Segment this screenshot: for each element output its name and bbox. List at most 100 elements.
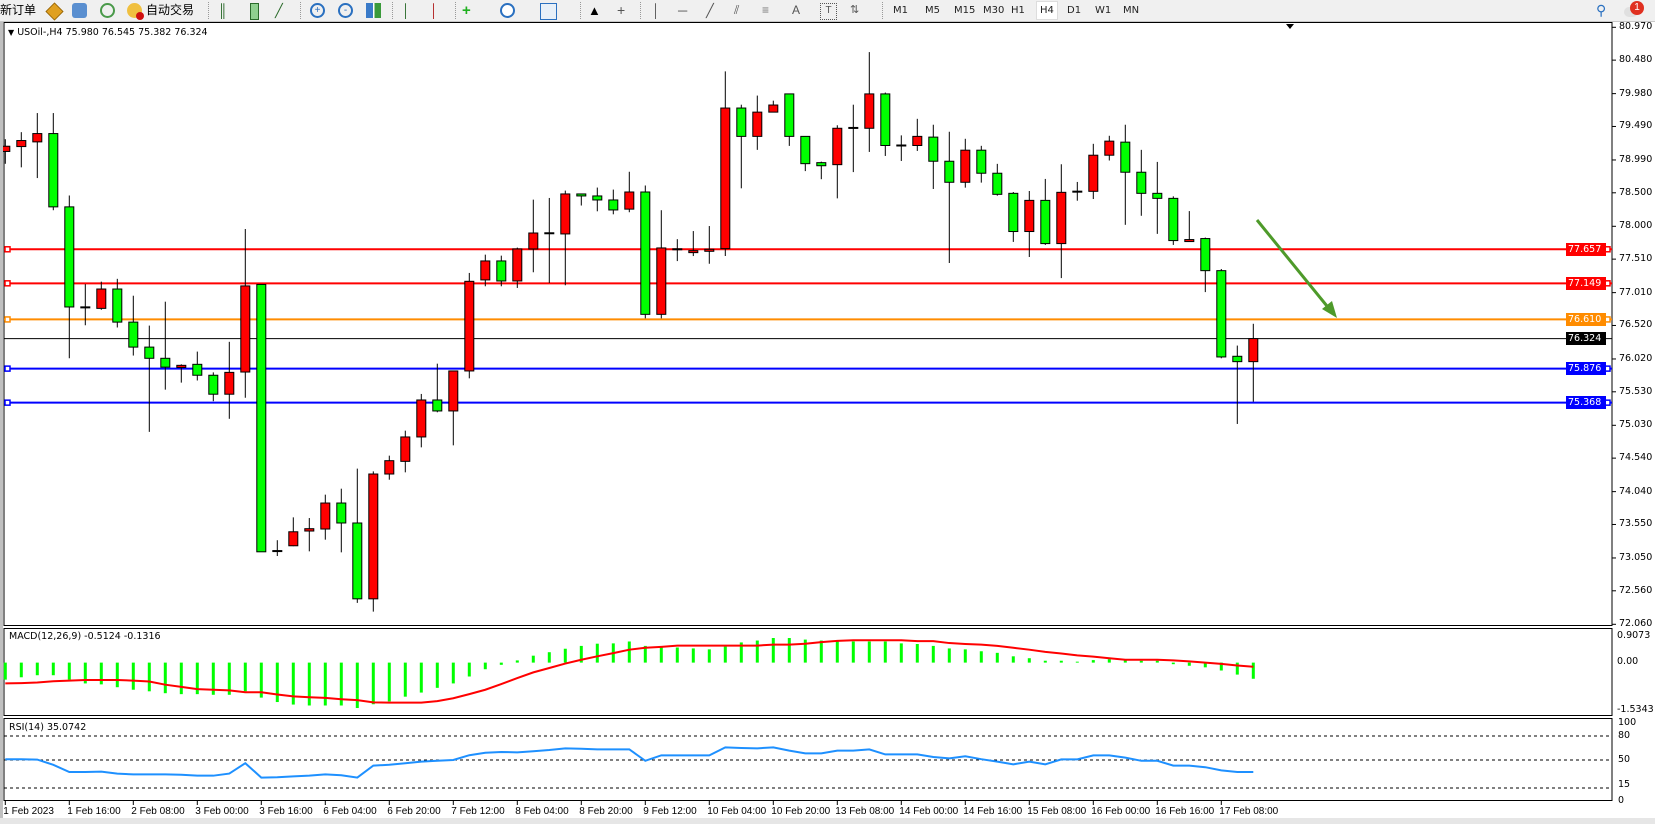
chart-shift-icon[interactable]: │	[430, 3, 439, 18]
auto-scroll-icon[interactable]: │	[402, 3, 411, 18]
candle-bearish	[640, 191, 651, 315]
toolbar: 新订单 自动交易 ║ ╱ + - │ │ + ▲ + │ ─ ╱ ⫽ ≡ A T…	[0, 0, 1655, 22]
candle-bullish	[240, 285, 251, 373]
text-label-icon[interactable]: T	[820, 3, 837, 20]
timeframe-m15[interactable]: M15	[954, 5, 976, 16]
text-tool-icon[interactable]: A	[792, 3, 801, 17]
candle-bearish	[1216, 270, 1227, 358]
time-axis-label: 3 Feb 00:00	[195, 806, 249, 817]
macd-label: MACD(12,26,9) -0.5124 -0.1316	[9, 631, 161, 642]
data-window-icon[interactable]	[72, 3, 87, 18]
candle-bullish	[912, 135, 923, 146]
price-axis-label: 80.970	[1619, 21, 1653, 33]
price-level-tag[interactable]: 76.324	[1566, 332, 1606, 346]
vertical-line-icon[interactable]: │	[652, 3, 661, 18]
equidistant-channel-icon[interactable]: ⫽	[734, 3, 740, 17]
trend-arrow-line	[1255, 219, 1333, 312]
symbol-info: ▼ USOil-,H4 75.980 76.545 75.382 76.324	[8, 27, 208, 38]
candle-bullish	[864, 93, 875, 129]
candle-bullish	[560, 193, 571, 235]
timeframe-h4[interactable]: H4	[1036, 1, 1058, 20]
price-level-tag[interactable]: 75.368	[1566, 396, 1606, 410]
timeframe-d1[interactable]: D1	[1067, 5, 1082, 16]
crosshair-icon[interactable]: +	[617, 2, 626, 18]
candle-bearish	[112, 288, 123, 323]
chart-menu-icon[interactable]: ▼	[8, 28, 15, 37]
price-level-tag[interactable]: 76.610	[1566, 312, 1606, 326]
price-level-tag[interactable]: 77.149	[1566, 276, 1606, 290]
candle-bearish	[64, 206, 75, 308]
candle-bearish	[352, 522, 363, 600]
navigator-icon[interactable]	[100, 3, 115, 18]
candle-bearish	[128, 321, 139, 348]
messages-icon[interactable]: 1	[1624, 1, 1644, 18]
candle-bullish	[688, 250, 699, 254]
timeframe-h1[interactable]: H1	[1011, 5, 1025, 16]
auto-trading-button[interactable]: 自动交易	[146, 3, 195, 17]
search-icon[interactable]: ⚲	[1596, 2, 1607, 18]
new-order-button[interactable]: 新订单	[0, 3, 37, 17]
trendline-icon[interactable]: ╱	[706, 3, 714, 18]
rsi-axis-label: 0	[1618, 795, 1625, 806]
periods-clock-icon[interactable]	[500, 3, 515, 18]
candle-bullish	[1056, 191, 1067, 245]
candle-bearish	[208, 374, 219, 395]
market-watch-icon[interactable]	[45, 2, 64, 21]
candle-bullish	[624, 191, 635, 210]
price-axis-label: 77.510	[1619, 253, 1653, 265]
price-axis-label: 73.050	[1619, 551, 1653, 563]
timeframe-mn[interactable]: MN	[1123, 5, 1140, 16]
level-handle-left	[4, 316, 11, 323]
arrows-icon[interactable]: ⇅	[850, 4, 860, 16]
candle-bullish	[288, 531, 299, 547]
candle-bullish	[832, 127, 843, 166]
window-edge	[0, 22, 3, 818]
zoom-out-icon[interactable]: -	[338, 3, 353, 18]
level-handle-left	[4, 280, 11, 287]
candle-bearish	[1120, 141, 1131, 173]
candlestick-chart-icon[interactable]	[250, 3, 259, 20]
line-chart-icon[interactable]: ╱	[275, 3, 283, 18]
time-axis-label: 15 Feb 08:00	[1027, 806, 1087, 817]
time-axis-label: 8 Feb 20:00	[579, 806, 633, 817]
candle-bullish	[448, 370, 459, 412]
fibonacci-icon[interactable]: ≡	[762, 3, 770, 17]
new-chart-icon[interactable]: +	[462, 2, 471, 19]
candle-bullish	[16, 140, 27, 148]
candle-bearish	[256, 283, 267, 553]
horizontal-line-icon[interactable]: ─	[678, 3, 688, 18]
timeframe-m5[interactable]: M5	[925, 5, 940, 16]
time-axis-label: 13 Feb 08:00	[835, 806, 895, 817]
candle-bullish	[480, 260, 491, 281]
candle-bearish	[1200, 238, 1211, 272]
candle-bearish	[1136, 171, 1147, 194]
timeframe-m1[interactable]: M1	[893, 5, 908, 16]
time-axis-label: 16 Feb 00:00	[1091, 806, 1151, 817]
time-axis-label: 14 Feb 16:00	[963, 806, 1023, 817]
timeframe-m30[interactable]: M30	[983, 5, 1005, 16]
tile-windows-icon[interactable]	[366, 3, 381, 18]
price-axis-label: 77.010	[1619, 286, 1653, 298]
candle-bullish	[704, 248, 715, 252]
candle-bearish	[1040, 199, 1051, 245]
candle-bearish	[608, 199, 619, 211]
templates-icon[interactable]	[540, 3, 557, 20]
price-level-tag[interactable]: 77.657	[1566, 242, 1606, 256]
candle-bearish	[1152, 192, 1163, 199]
candle-bullish	[752, 111, 763, 137]
candle-bearish	[160, 357, 171, 368]
candle-bullish	[1088, 154, 1099, 192]
zoom-in-icon[interactable]: +	[310, 3, 325, 18]
price-axis-label: 72.060	[1619, 618, 1653, 630]
rsi-axis-label: 50	[1618, 754, 1631, 765]
timeframe-w1[interactable]: W1	[1095, 5, 1112, 16]
price-level-tag[interactable]: 75.876	[1566, 362, 1606, 376]
auto-trading-icon[interactable]	[127, 3, 144, 20]
bar-chart-icon[interactable]: ║	[218, 3, 228, 18]
symbol-ohlc: USOil-,H4 75.980 76.545 75.382 76.324	[17, 27, 208, 38]
cursor-icon[interactable]: ▲	[588, 3, 601, 18]
candle-bearish	[800, 135, 811, 165]
candle-bullish	[768, 104, 779, 113]
rsi-line	[5, 746, 1254, 779]
